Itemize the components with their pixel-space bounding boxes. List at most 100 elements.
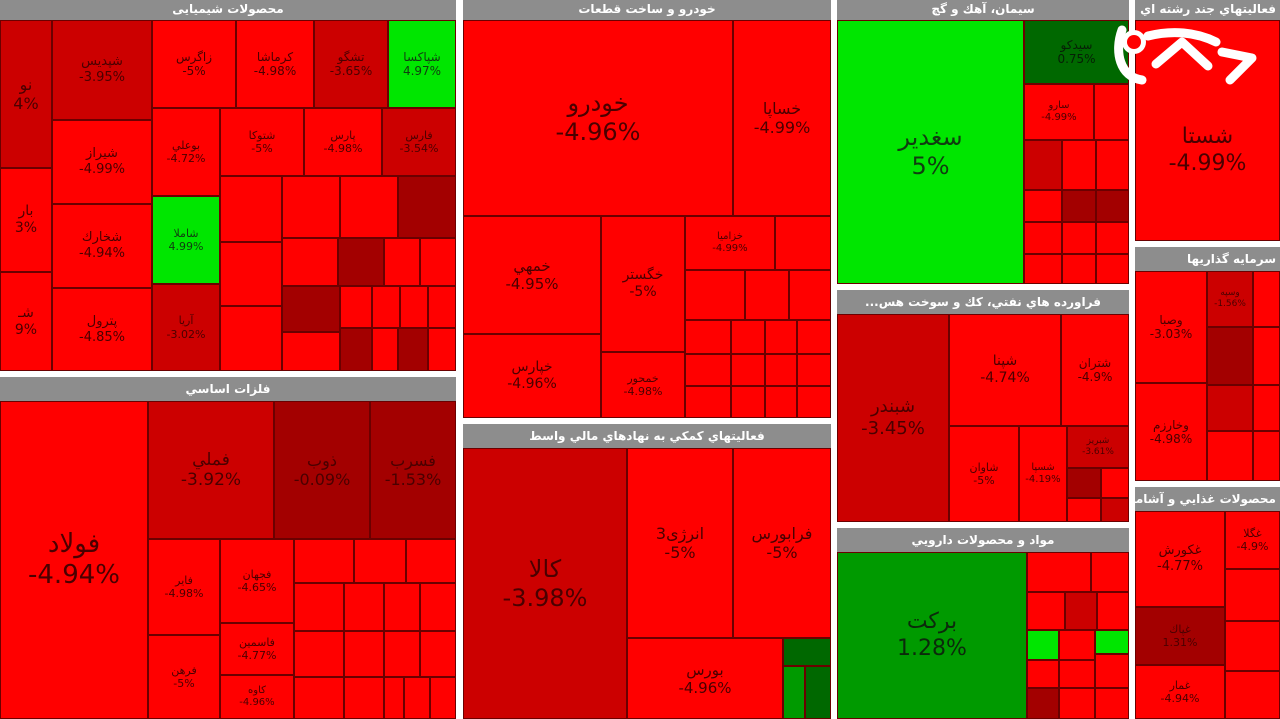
tile[interactable]: غپاك 1.31%	[1135, 607, 1225, 665]
tile[interactable]	[400, 286, 428, 328]
tile[interactable]	[1024, 254, 1062, 284]
tile[interactable]	[1062, 140, 1096, 190]
tile[interactable]: بوعلي -4.72%	[152, 108, 220, 196]
tile[interactable]	[430, 677, 456, 719]
tile[interactable]: فجهان -4.65%	[220, 539, 294, 623]
tile[interactable]	[1024, 222, 1062, 254]
tile[interactable]	[1253, 271, 1280, 327]
tile[interactable]: فاسمين -4.77%	[220, 623, 294, 675]
tile[interactable]	[1253, 327, 1280, 385]
tile[interactable]	[338, 238, 384, 286]
tile[interactable]	[1096, 190, 1129, 222]
tile[interactable]	[1027, 592, 1065, 630]
tile[interactable]	[1225, 569, 1280, 621]
tile[interactable]	[805, 666, 831, 719]
tile[interactable]	[1067, 498, 1101, 522]
tile[interactable]	[344, 631, 384, 677]
sector-header[interactable]: مواد و محصولات دارويي	[837, 528, 1129, 552]
tile[interactable]	[1096, 222, 1129, 254]
sector-header[interactable]: فعاليتهاي جند رشته اي صنعتي	[1135, 0, 1280, 20]
tile[interactable]	[1027, 552, 1091, 592]
tile[interactable]: بركت 1.28%	[837, 552, 1027, 719]
tile[interactable]	[1027, 660, 1059, 688]
tile[interactable]: شتوكا -5%	[220, 108, 304, 176]
tile[interactable]	[404, 677, 430, 719]
tile[interactable]	[685, 320, 731, 354]
tile[interactable]: خپارس -4.96%	[463, 334, 601, 418]
tile[interactable]	[1253, 385, 1280, 431]
tile[interactable]	[340, 286, 372, 328]
tile[interactable]	[1095, 688, 1129, 719]
tile[interactable]	[420, 631, 456, 677]
sector-header[interactable]: محصولات غذايي و آشاميدني	[1135, 487, 1280, 511]
sector-header[interactable]: فراورده هاي نفتي، كك و سوخت هس...	[837, 290, 1129, 314]
tile[interactable]: شبندر -3.45%	[837, 314, 949, 522]
tile[interactable]: فارس -3.54%	[382, 108, 456, 176]
tile[interactable]: وخارزم -4.98%	[1135, 383, 1207, 481]
tile[interactable]	[1225, 621, 1280, 671]
tile[interactable]: شتران -4.9%	[1061, 314, 1129, 426]
tile[interactable]: خزاميا -4.99%	[685, 216, 775, 270]
tile[interactable]	[294, 631, 344, 677]
tile[interactable]: سغدير 5%	[837, 20, 1024, 284]
tile[interactable]	[1207, 385, 1253, 431]
tile[interactable]	[1059, 688, 1095, 719]
tile[interactable]	[340, 328, 372, 371]
tile[interactable]	[340, 176, 398, 238]
tile[interactable]	[372, 286, 400, 328]
tile[interactable]: خمحور -4.98%	[601, 352, 685, 418]
tile[interactable]	[685, 354, 731, 386]
tile[interactable]	[1067, 468, 1101, 498]
tile[interactable]: نو 4%	[0, 20, 52, 168]
sector-header[interactable]: سرمايه گذاريها	[1135, 247, 1280, 271]
tile[interactable]: فرهن -5%	[148, 635, 220, 719]
tile[interactable]: كرماشا -4.98%	[236, 20, 314, 108]
tile[interactable]: فملي -3.92%	[148, 401, 274, 539]
tile[interactable]	[1024, 190, 1062, 222]
tile[interactable]	[731, 354, 765, 386]
tile[interactable]	[294, 583, 344, 631]
tile[interactable]	[220, 176, 282, 242]
tile[interactable]	[1065, 592, 1097, 630]
tile[interactable]: فاير -4.98%	[148, 539, 220, 635]
tile[interactable]: سارو -4.99%	[1024, 84, 1094, 140]
tile[interactable]: شپاكسا 4.97%	[388, 20, 456, 108]
tile[interactable]: شپديس -3.95%	[52, 20, 152, 120]
tile[interactable]	[685, 386, 731, 418]
tile[interactable]	[1101, 468, 1129, 498]
tile[interactable]: سيدكو 0.75%	[1024, 20, 1129, 84]
tile[interactable]	[398, 176, 456, 238]
sector-header[interactable]: خودرو و ساخت قطعات	[463, 0, 831, 20]
tile[interactable]	[372, 328, 398, 371]
tile[interactable]: شخارك -4.94%	[52, 204, 152, 288]
tile[interactable]: كالا -3.98%	[463, 448, 627, 719]
tile[interactable]	[1027, 630, 1059, 660]
tile[interactable]: پترول -4.85%	[52, 288, 152, 371]
tile[interactable]: فسرب -1.53%	[370, 401, 456, 539]
tile[interactable]	[282, 238, 338, 286]
tile[interactable]	[1225, 671, 1280, 719]
tile[interactable]	[1094, 84, 1129, 140]
tile[interactable]: وصبا -3.03%	[1135, 271, 1207, 383]
tile[interactable]: غمار -4.94%	[1135, 665, 1225, 719]
tile[interactable]	[1253, 431, 1280, 481]
tile[interactable]: شاملا 4.99%	[152, 196, 220, 284]
tile[interactable]: ذوب -0.09%	[274, 401, 370, 539]
tile[interactable]	[1062, 254, 1096, 284]
tile[interactable]	[1095, 630, 1129, 654]
tile[interactable]: انرژی3 -5%	[627, 448, 733, 638]
tile[interactable]	[1062, 222, 1096, 254]
tile[interactable]	[282, 286, 340, 332]
tile[interactable]	[384, 238, 420, 286]
tile[interactable]: فرابورس -5%	[733, 448, 831, 638]
tile[interactable]	[428, 328, 456, 371]
tile[interactable]	[1096, 140, 1129, 190]
tile[interactable]	[731, 320, 765, 354]
tile[interactable]	[220, 306, 282, 371]
tile[interactable]	[344, 677, 384, 719]
tile[interactable]	[1101, 498, 1129, 522]
tile[interactable]	[685, 270, 745, 320]
tile[interactable]: شـ 9%	[0, 272, 52, 371]
tile[interactable]	[1024, 140, 1062, 190]
tile[interactable]	[294, 539, 354, 583]
